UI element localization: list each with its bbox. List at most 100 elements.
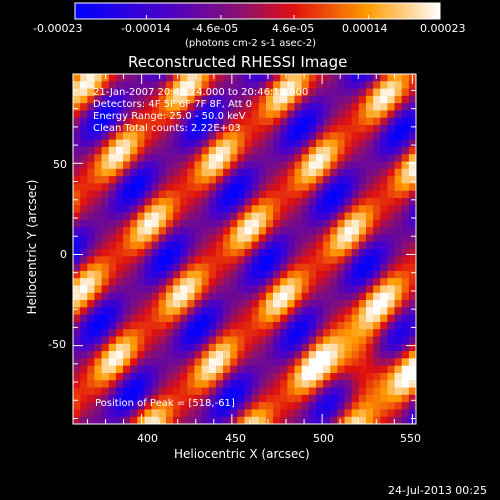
heatmap-cell: [308, 249, 317, 257]
heatmap-cell: [223, 125, 231, 133]
heatmap-cell: [358, 241, 367, 250]
heatmap-cell: [351, 219, 360, 228]
heatmap-cell: [215, 380, 224, 389]
heatmap-cell: [323, 256, 331, 265]
heatmap-cell: [380, 183, 389, 192]
heatmap-cell: [380, 81, 389, 90]
heatmap-cell: [323, 249, 331, 257]
heatmap-cell: [144, 351, 153, 359]
heatmap-cell: [223, 74, 231, 82]
heatmap-cell: [258, 212, 267, 221]
heatmap-cell: [137, 205, 146, 214]
heatmap-cell: [365, 249, 374, 257]
heatmap-cell: [251, 321, 260, 330]
heatmap-cell: [115, 117, 124, 126]
heatmap-cell: [365, 132, 374, 141]
heatmap-cell: [158, 132, 167, 141]
heatmap-cell: [344, 336, 353, 345]
heatmap-cell: [380, 154, 389, 163]
heatmap-cell: [151, 132, 160, 141]
heatmap-cell: [365, 74, 374, 82]
heatmap-cell: [237, 329, 246, 338]
heatmap-cell: [201, 190, 210, 199]
heatmap-cell: [165, 387, 174, 396]
heatmap-cell: [180, 292, 188, 301]
heatmap-cell: [108, 256, 117, 265]
heatmap-cell: [315, 380, 324, 389]
heatmap-cell: [373, 168, 381, 177]
heatmap-cell: [258, 74, 267, 82]
heatmap-cell: [273, 351, 281, 359]
heatmap-cell: [94, 154, 103, 163]
y-tick-label: -50: [48, 338, 66, 351]
heatmap-cell: [258, 394, 267, 403]
heatmap-cell: [130, 146, 138, 155]
heatmap-cell: [165, 190, 174, 199]
heatmap-cell: [301, 329, 310, 338]
heatmap-cell: [165, 88, 174, 97]
heatmap-cell: [273, 219, 281, 228]
heatmap-cell: [258, 278, 267, 287]
heatmap-cell: [158, 314, 167, 323]
heatmap-cell: [258, 263, 267, 272]
heatmap-cell: [87, 321, 96, 330]
heatmap-cell: [165, 234, 174, 243]
heatmap-cell: [251, 351, 260, 359]
heatmap-cell: [201, 227, 210, 236]
heatmap-cell: [144, 358, 153, 367]
heatmap-cell: [358, 212, 367, 221]
heatmap-cell: [280, 125, 288, 133]
heatmap-cell: [273, 300, 281, 308]
heatmap-cell: [230, 95, 238, 104]
heatmap-cell: [351, 292, 360, 301]
annotation-time-range: 21-Jan-2007 20:44:24.000 to 20:46:16.000: [93, 87, 309, 98]
heatmap-cell: [387, 234, 396, 243]
heatmap-cell: [80, 88, 88, 97]
heatmap-cell: [330, 409, 338, 418]
heatmap-cell: [244, 416, 253, 424]
heatmap-cell: [173, 103, 181, 112]
heatmap-cell: [108, 197, 117, 206]
heatmap-cell: [387, 351, 396, 359]
heatmap-cell: [408, 139, 416, 148]
heatmap-cell: [401, 241, 410, 250]
heatmap-cell: [258, 329, 267, 338]
heatmap-cell: [280, 227, 288, 236]
heatmap-cell: [180, 416, 188, 424]
heatmap-cell: [173, 227, 181, 236]
heatmap-cell: [323, 402, 331, 411]
heatmap-cell: [230, 249, 238, 257]
heatmap-cell: [215, 139, 224, 148]
heatmap-cell: [187, 205, 196, 214]
heatmap-cell: [344, 154, 353, 163]
heatmap-cell: [187, 358, 196, 367]
heatmap-cell: [344, 190, 353, 199]
heatmap-cell: [358, 351, 367, 359]
heatmap-cell: [94, 372, 103, 381]
heatmap-cell: [194, 81, 203, 90]
heatmap-cell: [94, 365, 103, 374]
heatmap-cell: [373, 372, 381, 381]
heatmap-cell: [294, 95, 303, 104]
heatmap-cell: [94, 146, 103, 155]
heatmap-cell: [123, 241, 131, 250]
heatmap-cell: [73, 103, 81, 112]
heatmap-cell: [208, 227, 217, 236]
heatmap-cell: [201, 219, 210, 228]
heatmap-cell: [94, 380, 103, 389]
heatmap-cell: [101, 314, 110, 323]
heatmap-cell: [115, 212, 124, 221]
heatmap-cell: [194, 234, 203, 243]
heatmap-cell: [237, 95, 246, 104]
heatmap-cell: [330, 81, 338, 90]
heatmap-cell: [323, 336, 331, 345]
heatmap-cell: [123, 300, 131, 308]
heatmap-cell: [201, 81, 210, 90]
heatmap-cell: [208, 365, 217, 374]
heatmap-cell: [273, 263, 281, 272]
heatmap-cell: [115, 270, 124, 279]
heatmap-cell: [394, 74, 403, 82]
heatmap-cell: [173, 197, 181, 206]
heatmap-cell: [187, 372, 196, 381]
heatmap-cell: [294, 168, 303, 177]
